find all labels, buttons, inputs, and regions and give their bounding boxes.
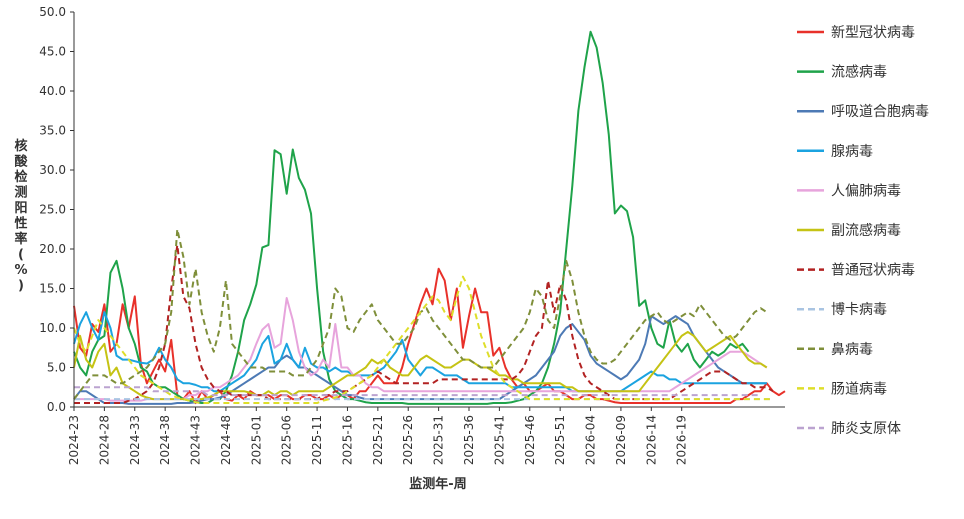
- x-tick-label: 2026-14: [644, 415, 658, 465]
- x-tick-label: 2024-38: [158, 415, 172, 465]
- x-tick-label: 2026-19: [675, 415, 689, 465]
- x-tick-label: 2025-36: [462, 415, 476, 465]
- legend: 新型冠状病毒流感病毒呼吸道合胞病毒腺病毒人偏肺病毒副流感病毒普通冠状病毒博卡病毒…: [797, 25, 929, 437]
- y-tick-label: 25.0: [39, 203, 66, 217]
- y-axis-title-char: (: [18, 248, 24, 263]
- x-tick-label: 2025-51: [553, 415, 567, 465]
- x-tick-label: 2026-09: [614, 415, 628, 465]
- x-axis-title: 监测年-周: [409, 476, 466, 492]
- x-tick-label: 2025-31: [432, 415, 446, 465]
- series-line-4: [74, 296, 768, 402]
- series-line-10: [74, 386, 761, 397]
- legend-label-7: 博卡病毒: [831, 301, 887, 318]
- series-line-1: [73, 30, 750, 405]
- y-tick-label: 15.0: [39, 282, 66, 296]
- y-axis-title-char: 阳: [14, 201, 27, 216]
- axes: 0.0 5.0 10.0 15.0 20.0 25.0 30.0 35.0 40.0 45.0 50…: [14, 5, 785, 492]
- legend-label-1: 流感病毒: [831, 64, 887, 81]
- legend-label-0: 新型冠状病毒: [831, 25, 915, 41]
- y-axis-title-char: 核: [14, 138, 27, 154]
- y-axis-title: 核酸检测阳性率(%): [14, 138, 28, 294]
- x-tick-label: 2024-28: [97, 415, 111, 465]
- y-axis-title-char: 酸: [14, 154, 28, 170]
- y-tick-label: 0.0: [47, 400, 66, 414]
- legend-label-5: 副流感病毒: [831, 222, 901, 239]
- y-axis-title-char: 检: [14, 169, 27, 185]
- y-axis-title-char: 率: [14, 231, 27, 247]
- x-tick-label: 2026-04: [584, 415, 598, 465]
- legend-label-6: 普通冠状病毒: [831, 263, 915, 279]
- y-tick-label: 40.0: [39, 84, 66, 98]
- y-tick-label: 30.0: [39, 163, 66, 177]
- plot-lines: [73, 30, 786, 405]
- y-tick-label: 45.0: [39, 45, 66, 59]
- series-line-5: [73, 330, 768, 401]
- x-tick-label: 2024-33: [128, 415, 142, 465]
- x-tick-label: 2024-48: [219, 415, 233, 465]
- y-axis-title-char: %: [14, 263, 27, 278]
- y-tick-label: 50.0: [39, 5, 66, 19]
- legend-label-2: 呼吸道合胞病毒: [831, 104, 929, 120]
- x-tick-label: 2025-06: [280, 415, 294, 465]
- legend-label-8: 鼻病毒: [831, 341, 873, 358]
- y-tick-label: 10.0: [39, 321, 66, 335]
- x-tick-label: 2025-16: [340, 415, 354, 465]
- y-axis-title-char: 测: [14, 185, 27, 201]
- y-axis-title-char: ): [18, 279, 24, 294]
- legend-label-10: 肺炎支原体: [831, 421, 901, 437]
- y-tick-label: 20.0: [39, 242, 66, 256]
- x-tick-label: 2025-26: [401, 415, 415, 465]
- y-tick-label: 35.0: [39, 124, 66, 138]
- x-tick-label: 2024-43: [189, 415, 203, 465]
- x-tick-label: 2025-11: [310, 415, 324, 465]
- x-tick-label: 2025-21: [371, 415, 385, 465]
- x-tick-label: 2025-01: [249, 415, 263, 465]
- series-line-0: [73, 267, 786, 405]
- series-line-8: [73, 228, 768, 400]
- x-tick-label: 2025-41: [492, 415, 506, 465]
- legend-label-9: 肠道病毒: [831, 381, 887, 397]
- y-axis-title-char: 性: [14, 216, 27, 232]
- legend-label-3: 腺病毒: [831, 144, 873, 160]
- series-line-3: [73, 311, 767, 393]
- x-tick-label: 2025-46: [523, 415, 537, 465]
- series-line-9: [73, 275, 773, 405]
- legend-label-4: 人偏肺病毒: [831, 183, 901, 199]
- y-tick-label: 5.0: [47, 361, 66, 375]
- x-tick-label: 2024-23: [67, 415, 81, 465]
